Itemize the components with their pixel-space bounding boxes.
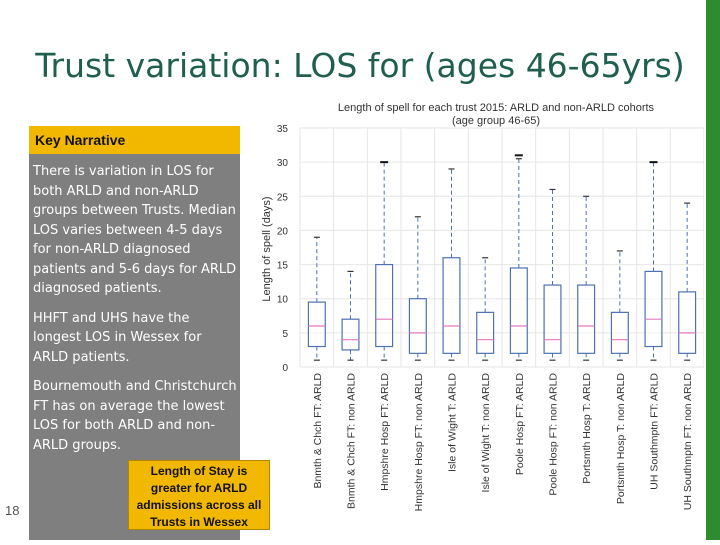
box-iqr <box>577 284 596 354</box>
x-tick-label: Hmpshre Hosp FT: non ARLD <box>413 373 425 512</box>
y-tick-label: 5 <box>282 329 288 340</box>
y-tick-label: 0 <box>282 363 288 374</box>
x-tick-label: Portsmth Hosp T: ARLD <box>581 373 593 484</box>
box-iqr <box>543 284 562 354</box>
x-tick-label: UH Southmptn FT: non ARLD <box>682 373 694 511</box>
x-tick-label: Hmpshre Hosp FT: ARLD <box>379 373 391 491</box>
box-iqr <box>307 301 326 348</box>
narrative-paragraph: Bournemouth and Christchurch FT has on a… <box>33 379 237 453</box>
accent-bar <box>706 0 720 540</box>
box-iqr <box>476 311 495 354</box>
x-tick-label: Bnmth & Chch FT: ARLD <box>312 373 324 489</box>
slide-title: Trust variation: LOS for (ages 46-65yrs) <box>35 46 685 85</box>
chart-subtitle: (age group 46-65) <box>452 115 540 127</box>
box-iqr <box>341 318 360 351</box>
box-iqr <box>375 263 394 348</box>
page-number: 18 <box>5 503 20 518</box>
y-tick-label: 15 <box>277 261 289 272</box>
x-tick-label: UH Southmptn FT: ARLD <box>649 373 661 490</box>
y-tick-label: 10 <box>277 295 289 306</box>
box-plot-chart: Length of spell for each trust 2015: ARL… <box>261 102 705 512</box>
box-iqr <box>442 257 461 354</box>
narrative-paragraph: HHFT and UHS have the longest LOS in Wes… <box>33 310 202 365</box>
x-tick-label: Portsmth Hosp T: non ARLD <box>615 373 627 505</box>
y-axis-label: Length of spell (days) <box>261 196 273 301</box>
y-tick-label: 35 <box>277 124 289 135</box>
box-iqr <box>408 298 427 354</box>
box-iqr <box>644 270 663 348</box>
key-narrative-text: There is variation in LOS for both ARLD … <box>33 162 238 465</box>
x-tick-label: Poole Hosp FT: ARLD <box>514 373 526 476</box>
chart-container: Length of spell for each trust 2015: ARL… <box>256 98 705 540</box>
key-narrative-header: Key Narrative <box>29 126 240 154</box>
x-tick-label: Bnmth & Chch FT: non ARLD <box>346 373 358 509</box>
box-iqr <box>678 291 697 354</box>
x-tick-label: Isle of Wight T: ARLD <box>447 373 459 472</box>
x-tick-label: Isle of Wight T: non ARLD <box>480 373 492 493</box>
narrative-paragraph: There is variation in LOS for both ARLD … <box>33 164 237 296</box>
x-tick-label: Poole Hosp FT: non ARLD <box>548 373 560 496</box>
y-tick-label: 25 <box>277 192 289 203</box>
box-iqr <box>509 267 528 354</box>
y-tick-label: 20 <box>277 226 289 237</box>
box-iqr <box>610 311 629 354</box>
callout-box: Length of Stay is greater for ARLD admis… <box>128 460 270 530</box>
chart-title: Length of spell for each trust 2015: ARL… <box>338 102 655 114</box>
y-tick-label: 30 <box>277 158 289 169</box>
